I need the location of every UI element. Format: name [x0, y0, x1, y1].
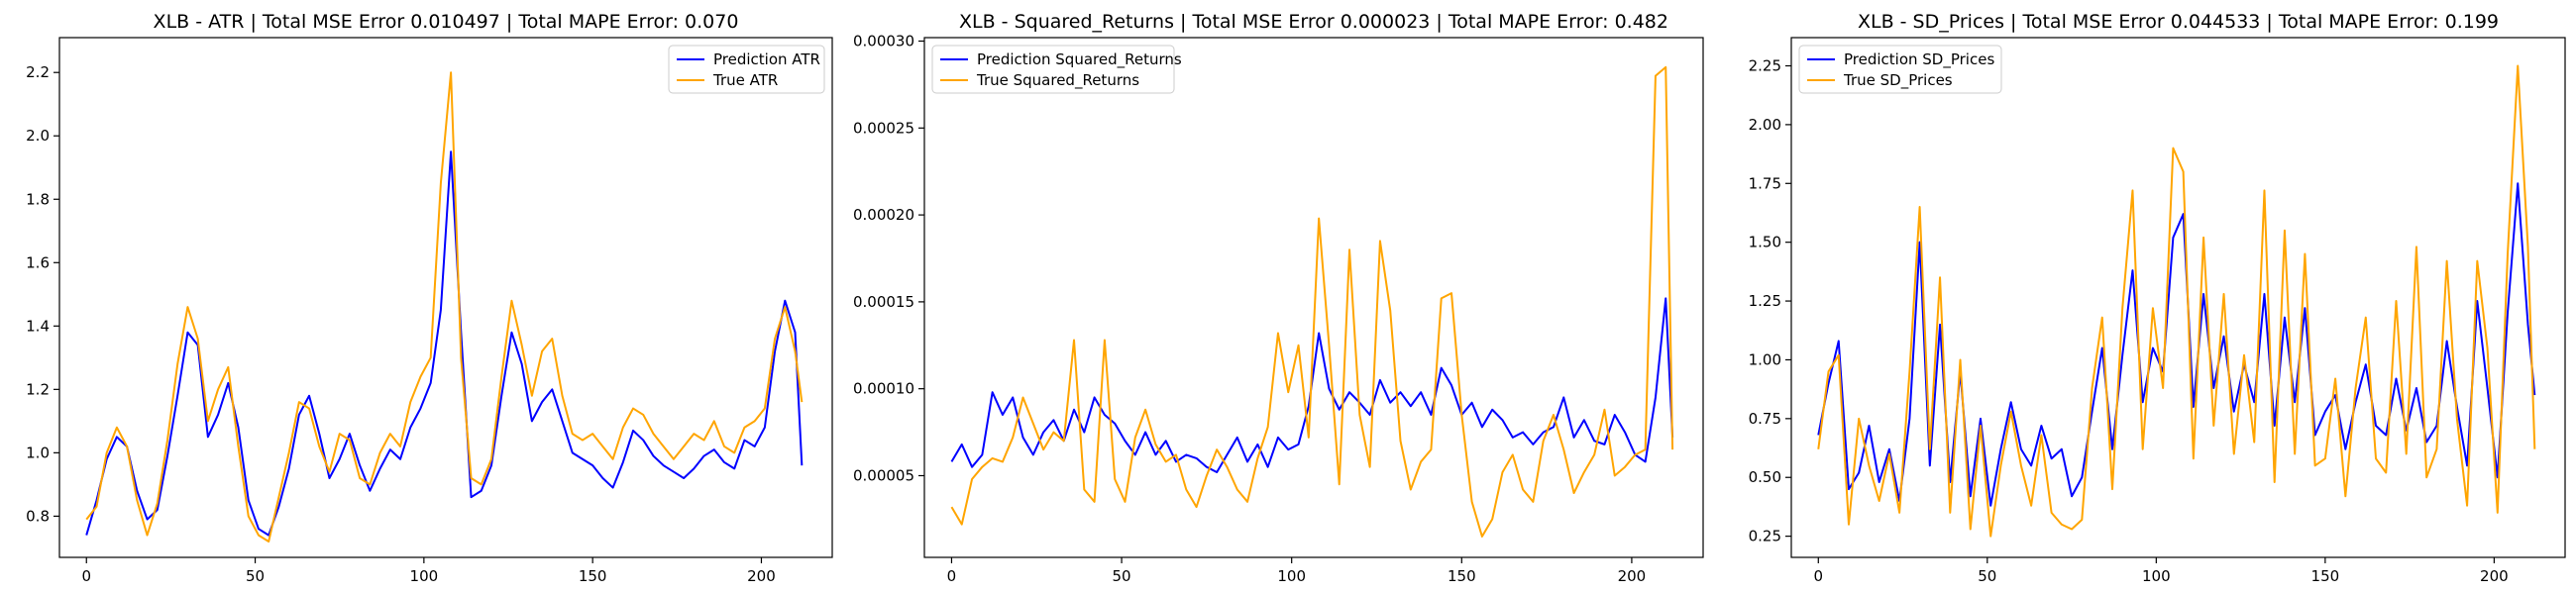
- x-tick-label: 200: [2480, 567, 2509, 585]
- series-line-true: [1817, 64, 2536, 538]
- y-tick-label: 1.50: [1749, 234, 1781, 251]
- legend-label: Prediction SD_Prices: [1844, 50, 1994, 69]
- legend-box: [1798, 45, 2002, 94]
- y-tick-label: 1.25: [1749, 292, 1781, 310]
- series-line-prediction: [1817, 182, 2536, 507]
- axes-frame: [923, 37, 1704, 558]
- y-tick-label: 0.00025: [853, 119, 914, 137]
- y-tick-label: 0.00015: [853, 293, 914, 311]
- y-tick-label: 2.0: [26, 127, 50, 145]
- x-tick-label: 50: [246, 567, 265, 585]
- x-tick-label: 50: [1978, 567, 1996, 585]
- chart-title: XLB - Squared_Returns | Total MSE Error …: [959, 11, 1668, 33]
- x-tick-label: 150: [579, 567, 607, 585]
- chart-title: XLB - ATR | Total MSE Error 0.010497 | T…: [154, 11, 739, 33]
- y-tick-label: 0.8: [26, 507, 50, 525]
- y-tick-label: 1.6: [26, 253, 50, 271]
- legend: Prediction ATR True ATR: [668, 45, 825, 94]
- y-tick-label: 0.00030: [853, 33, 914, 50]
- y-tick-label: 1.4: [26, 317, 50, 335]
- x-tick-label: 0: [1814, 567, 1824, 585]
- y-tick-label: 0.00005: [853, 466, 914, 484]
- series-line-true: [85, 71, 804, 543]
- legend-label: Prediction Squared_Returns: [977, 50, 1182, 69]
- x-tick-label: 200: [747, 567, 776, 585]
- x-tick-label: 100: [410, 567, 439, 585]
- y-tick-label: 0.25: [1749, 528, 1781, 545]
- axes-frame: [1790, 37, 2566, 558]
- y-tick-label: 0.75: [1749, 410, 1781, 428]
- y-tick-label: 1.8: [26, 190, 50, 208]
- y-tick-label: 2.25: [1749, 57, 1781, 75]
- x-tick-label: 50: [1113, 567, 1131, 585]
- x-tick-label: 150: [2311, 567, 2340, 585]
- y-tick-label: 0.50: [1749, 468, 1781, 486]
- series-line-true: [950, 65, 1674, 538]
- x-tick-label: 0: [947, 567, 957, 585]
- chart-panel-1: XLB - Squared_Returns | Total MSE Error …: [853, 11, 1704, 585]
- legend: Prediction SD_Prices True SD_Prices: [1798, 45, 2002, 94]
- x-tick-label: 100: [2142, 567, 2171, 585]
- legend: Prediction Squared_Returns True Squared_R…: [931, 45, 1182, 94]
- x-tick-label: 200: [1618, 567, 1647, 585]
- series-line-prediction: [85, 150, 804, 537]
- y-tick-label: 1.2: [26, 380, 50, 398]
- legend-box: [931, 45, 1175, 94]
- y-tick-label: 2.00: [1749, 116, 1781, 134]
- legend-label: Prediction ATR: [713, 50, 820, 68]
- y-tick-label: 1.00: [1749, 350, 1781, 368]
- y-tick-label: 0.00020: [853, 206, 914, 224]
- legend-label: True Squared_Returns: [976, 71, 1139, 90]
- axes-frame: [58, 37, 833, 558]
- legend-label: True ATR: [712, 71, 778, 89]
- y-tick-label: 1.0: [26, 444, 50, 461]
- x-tick-label: 150: [1448, 567, 1476, 585]
- chart-panel-2: XLB - SD_Prices | Total MSE Error 0.0445…: [1749, 11, 2566, 585]
- legend-box: [668, 45, 825, 94]
- y-tick-label: 0.00010: [853, 380, 914, 398]
- x-tick-label: 0: [81, 567, 91, 585]
- y-tick-label: 2.2: [26, 63, 50, 81]
- chart-panel-0: XLB - ATR | Total MSE Error 0.010497 | T…: [26, 11, 833, 585]
- y-tick-label: 1.75: [1749, 174, 1781, 192]
- chart-title: XLB - SD_Prices | Total MSE Error 0.0445…: [1858, 11, 2499, 33]
- legend-label: True SD_Prices: [1843, 71, 1953, 90]
- x-tick-label: 100: [1277, 567, 1306, 585]
